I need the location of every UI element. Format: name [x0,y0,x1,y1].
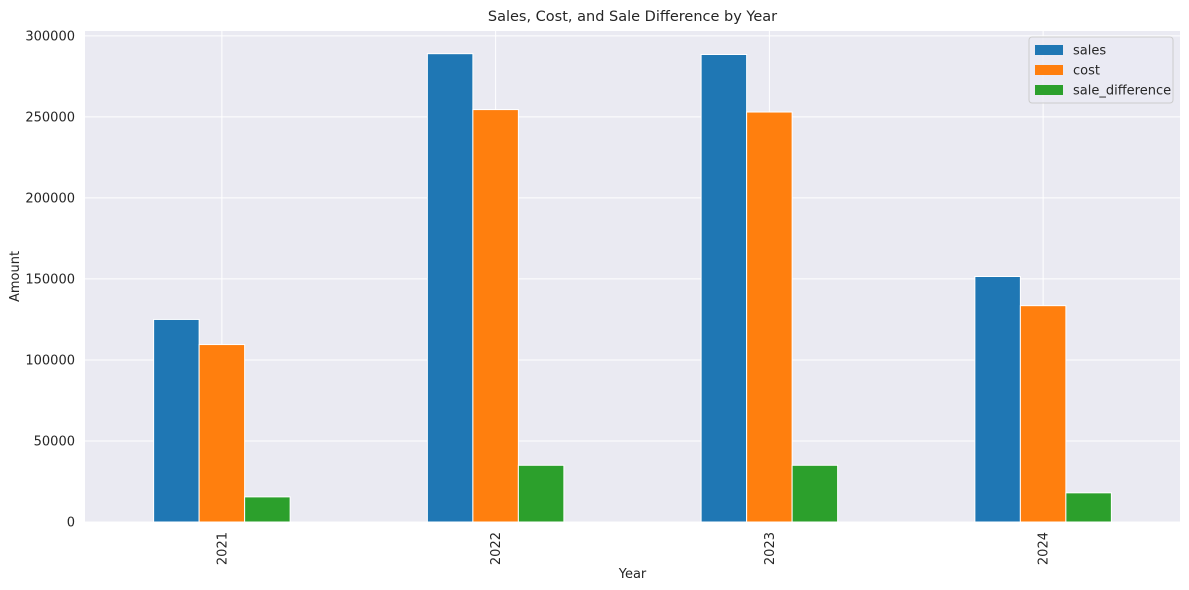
x-tick-label: 2023 [763,532,778,565]
legend-label-cost: cost [1073,64,1100,79]
legend-swatch-sales [1035,45,1063,55]
bar-sales-2021 [153,318,200,523]
y-axis-ticks: 0 50000 100000 150000 200000 250000 300000 [25,29,75,530]
y-tick-label: 0 [67,516,75,531]
y-tick-label: 250000 [25,110,75,125]
x-tick-label: 2022 [489,532,504,565]
legend-swatch-cost [1035,65,1063,75]
legend-box [1028,36,1174,104]
bar-sale-difference-2023 [791,464,839,523]
chart-title: Sales, Cost, and Sale Difference by Year [488,9,777,25]
x-axis-ticks: 2021 2022 2023 2024 [215,532,1051,565]
legend-swatch-sale-difference [1035,85,1063,95]
bar-sale-difference-2021 [244,496,291,523]
bar-sale-difference-2022 [517,464,565,523]
bar-cost-2024 [1019,305,1067,523]
y-tick-label: 50000 [34,434,75,449]
y-tick-label: 300000 [25,29,75,44]
legend: sales cost sale_difference [1028,36,1174,104]
y-tick-label: 200000 [25,191,75,206]
bar-cost-2023 [746,111,793,523]
bars-group [153,53,1112,523]
y-tick-label: 100000 [25,353,75,368]
legend-items: sales cost sale_difference [1035,44,1171,99]
bar-cost-2021 [198,344,246,523]
bar-sales-2023 [700,53,748,523]
bar-sales-2022 [426,53,474,523]
x-tick-label: 2021 [215,532,230,565]
bar-cost-2022 [472,109,519,523]
legend-label-sale-difference: sale_difference [1073,84,1171,99]
x-tick-label: 2024 [1037,532,1052,565]
y-tick-label: 150000 [25,272,75,287]
bar-sales-2024 [974,276,1021,523]
bar-sale-difference-2024 [1065,492,1112,523]
y-axis-title: Amount [8,251,23,302]
legend-label-sales: sales [1073,44,1106,59]
x-axis-title: Year [618,567,647,582]
